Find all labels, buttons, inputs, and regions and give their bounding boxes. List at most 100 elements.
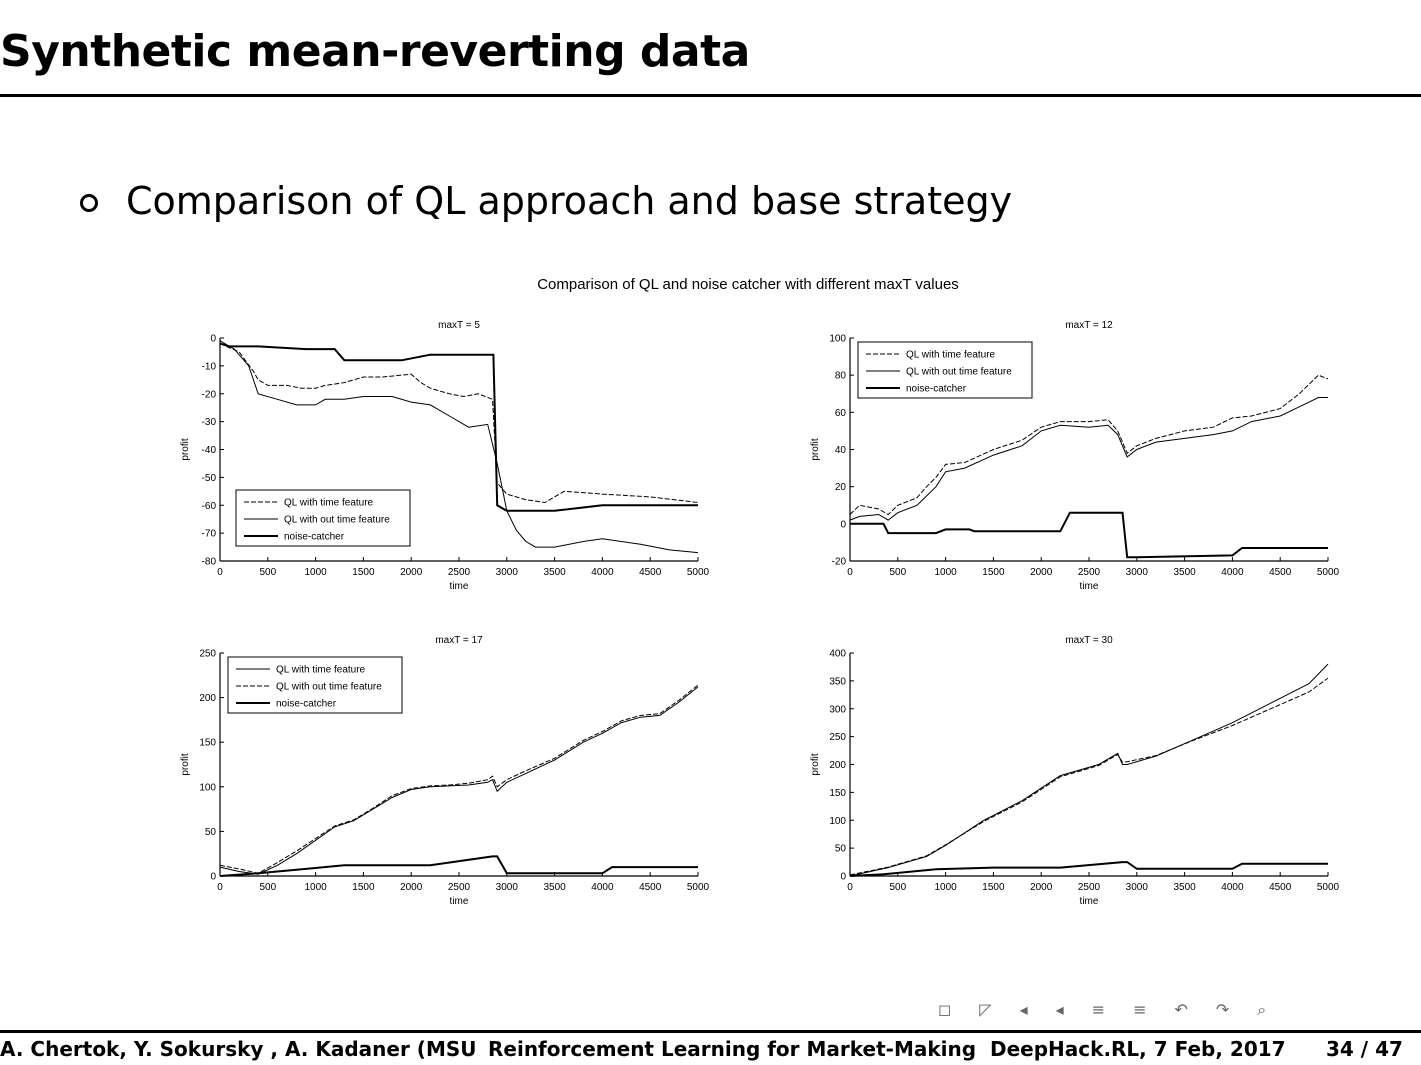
x-tick-label: 0 [847, 567, 853, 578]
nav-back-icon[interactable]: ↶ [1174, 1000, 1188, 1019]
x-tick-label: 3500 [543, 567, 566, 578]
legend-label: noise-catcher [276, 699, 337, 710]
y-tick-label: 350 [829, 676, 846, 687]
y-tick-label: 250 [199, 649, 216, 660]
subplot-title: maxT = 30 [1065, 635, 1113, 646]
x-tick-label: 5000 [687, 567, 710, 578]
x-tick-label: 2500 [1078, 882, 1101, 893]
y-tick-label: 0 [840, 519, 846, 530]
x-tick-label: 4000 [591, 567, 614, 578]
beamer-navigation: ◻ ◸ ◂ ◂ ≡ ≡ ↶ ↷ ⌕ [938, 1000, 1266, 1020]
nav-subsection-icon[interactable]: ◸ [979, 1000, 992, 1019]
x-tick-label: 2500 [448, 882, 471, 893]
series-line-1 [219, 686, 699, 875]
plot-area [850, 653, 1328, 876]
footer-talk-title: Reinforcement Learning for Market-Making [488, 1037, 977, 1061]
x-tick-label: 5000 [1317, 567, 1340, 578]
nav-frame-icon[interactable]: ◻ [938, 1000, 952, 1019]
legend-label: noise-catcher [906, 384, 967, 395]
series-line-1 [219, 343, 699, 504]
legend-label: noise-catcher [284, 532, 345, 543]
x-tick-label: 500 [889, 882, 906, 893]
x-axis-label: time [450, 581, 469, 592]
x-tick-label: 4000 [591, 882, 614, 893]
x-tick-label: 5000 [1317, 882, 1340, 893]
x-tick-label: 2000 [1030, 882, 1053, 893]
y-tick-label: 60 [835, 408, 847, 419]
y-tick-label: -40 [202, 445, 217, 456]
series-line-3 [219, 855, 698, 877]
legend-label: QL with out time feature [276, 682, 382, 693]
chart-legend: QL with time feature QL with out time fea… [857, 341, 1033, 399]
legend-label: QL with out time feature [284, 515, 390, 526]
x-tick-label: 3000 [1126, 567, 1149, 578]
y-tick-label: 100 [829, 334, 846, 345]
y-tick-label: -50 [202, 473, 217, 484]
nav-list-icon[interactable]: ≡ [1091, 1000, 1106, 1019]
legend-label: QL with time feature [906, 350, 996, 361]
series-line-3 [849, 861, 1328, 877]
x-tick-label: 3000 [1126, 882, 1149, 893]
bullet-item: Comparison of QL approach and base strat… [80, 176, 1012, 226]
series-line-3 [219, 342, 698, 512]
y-axis-label: profit [180, 438, 191, 460]
x-tick-label: 3500 [1173, 882, 1196, 893]
x-tick-label: 3000 [496, 567, 519, 578]
x-tick-label: 4000 [1221, 567, 1244, 578]
y-tick-label: 50 [205, 827, 217, 838]
y-axis-label: profit [180, 753, 191, 775]
chart-panel-2: 0 500 1000 1500 2000 2500 3000 3500 4000 4500 5000… [810, 320, 1340, 592]
x-tick-label: 1500 [352, 567, 375, 578]
legend-label: QL with time feature [284, 498, 374, 509]
slide-footer: A. Chertok, Y. Sokursky , A. Kadaner (MS… [0, 1036, 1421, 1062]
x-axis-label: time [1080, 581, 1099, 592]
y-tick-label: 20 [835, 482, 847, 493]
x-tick-label: 500 [889, 567, 906, 578]
footer-authors: A. Chertok, Y. Sokursky , A. Kadaner (MS… [0, 1037, 477, 1061]
x-tick-label: 2500 [1078, 567, 1101, 578]
y-tick-label: 0 [210, 334, 216, 345]
series-line-2 [219, 340, 699, 554]
y-tick-label: 200 [829, 760, 846, 771]
x-tick-label: 1000 [304, 882, 327, 893]
footer-event: DeepHack.RL, 7 Feb, 2017 [990, 1037, 1286, 1061]
x-tick-label: 2000 [1030, 567, 1053, 578]
chart-legend: QL with time feature QL with out time fea… [227, 656, 403, 714]
series-line-3 [850, 511, 1328, 559]
x-tick-label: 3000 [496, 882, 519, 893]
legend-label: QL with time feature [276, 665, 366, 676]
y-tick-label: 0 [210, 872, 216, 883]
nav-search-icon[interactable]: ⌕ [1257, 1000, 1267, 1019]
nav-list-2-icon[interactable]: ≡ [1133, 1000, 1147, 1019]
chart-panel-3: 0 500 1000 1500 2000 2500 3000 3500 4000 4500 5000… [180, 635, 710, 907]
nav-prev-icon[interactable]: ◂ [1019, 1000, 1028, 1019]
x-tick-label: 1500 [982, 882, 1005, 893]
nav-forward-icon[interactable]: ↷ [1215, 1000, 1230, 1019]
x-tick-label: 500 [259, 882, 276, 893]
x-tick-label: 3500 [543, 882, 566, 893]
y-tick-label: -10 [202, 361, 217, 372]
x-tick-label: 5000 [687, 882, 710, 893]
figure-title: Comparison of QL and noise catcher with … [537, 276, 959, 293]
y-tick-label: -60 [202, 501, 217, 512]
x-tick-label: 1000 [934, 567, 957, 578]
legend-label: QL with out time feature [906, 367, 1012, 378]
y-tick-label: 200 [199, 693, 216, 704]
y-tick-label: 100 [829, 816, 846, 827]
x-tick-label: 4000 [1221, 882, 1244, 893]
x-tick-label: 4500 [639, 882, 662, 893]
y-tick-label: 40 [835, 445, 847, 456]
plots-canvas: 0 500 1000 1500 2000 2500 3000 3500 4000 4500 5000… [180, 320, 1340, 907]
y-tick-label: -20 [202, 389, 217, 400]
chart-panel-4: 0 500 1000 1500 2000 2500 3000 3500 4000 4500 5000… [810, 635, 1340, 907]
footer-divider [0, 1030, 1421, 1033]
x-axis-label: time [1080, 896, 1099, 907]
nav-section-icon[interactable]: ◂ [1055, 1000, 1064, 1019]
y-tick-label: 400 [829, 649, 846, 660]
x-tick-label: 1000 [934, 882, 957, 893]
x-tick-label: 0 [847, 882, 853, 893]
y-tick-label: 150 [199, 738, 216, 749]
y-tick-label: 0 [840, 872, 846, 883]
y-tick-label: -20 [832, 557, 847, 568]
x-tick-label: 2000 [400, 567, 423, 578]
